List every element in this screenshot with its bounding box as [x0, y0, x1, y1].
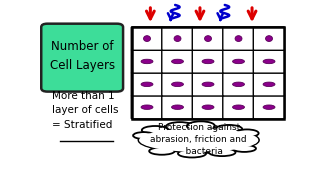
Ellipse shape [178, 150, 206, 158]
Ellipse shape [187, 121, 215, 131]
FancyBboxPatch shape [192, 95, 224, 119]
Ellipse shape [202, 105, 214, 109]
Ellipse shape [144, 36, 150, 41]
FancyBboxPatch shape [131, 50, 163, 73]
Ellipse shape [141, 59, 153, 64]
FancyBboxPatch shape [253, 95, 285, 119]
Text: More than 1
layer of cells
= Stratified: More than 1 layer of cells = Stratified [52, 91, 119, 130]
Ellipse shape [215, 125, 242, 133]
FancyBboxPatch shape [253, 27, 285, 50]
FancyBboxPatch shape [162, 27, 193, 50]
FancyBboxPatch shape [253, 73, 285, 96]
FancyBboxPatch shape [192, 50, 224, 73]
FancyBboxPatch shape [162, 73, 193, 96]
Ellipse shape [141, 82, 153, 87]
FancyBboxPatch shape [223, 73, 254, 96]
FancyBboxPatch shape [131, 95, 163, 119]
FancyBboxPatch shape [223, 27, 254, 50]
Ellipse shape [233, 105, 244, 109]
FancyBboxPatch shape [253, 50, 285, 73]
FancyBboxPatch shape [192, 27, 224, 50]
Ellipse shape [166, 122, 194, 131]
Ellipse shape [149, 147, 175, 155]
Ellipse shape [202, 82, 214, 87]
FancyBboxPatch shape [223, 50, 254, 73]
Ellipse shape [172, 82, 183, 87]
Ellipse shape [133, 132, 155, 139]
Bar [132, 27, 284, 119]
Ellipse shape [141, 105, 153, 109]
Ellipse shape [233, 145, 256, 152]
Ellipse shape [139, 128, 259, 152]
FancyBboxPatch shape [223, 95, 254, 119]
Ellipse shape [233, 82, 244, 87]
Ellipse shape [142, 126, 169, 134]
FancyBboxPatch shape [131, 27, 163, 50]
Ellipse shape [172, 105, 183, 109]
Ellipse shape [204, 36, 212, 41]
FancyBboxPatch shape [131, 73, 163, 96]
FancyBboxPatch shape [41, 24, 123, 92]
Ellipse shape [263, 105, 275, 109]
Ellipse shape [174, 36, 181, 41]
Ellipse shape [263, 59, 275, 64]
Ellipse shape [235, 36, 242, 41]
Text: Number of
Cell Layers: Number of Cell Layers [50, 40, 115, 72]
Ellipse shape [209, 148, 236, 156]
Ellipse shape [172, 59, 183, 64]
Ellipse shape [233, 59, 244, 64]
FancyBboxPatch shape [192, 73, 224, 96]
Ellipse shape [235, 129, 259, 137]
Ellipse shape [202, 59, 214, 64]
Ellipse shape [266, 36, 273, 41]
FancyBboxPatch shape [162, 50, 193, 73]
Text: Protection against
abrasion, friction and
    bacteria: Protection against abrasion, friction an… [150, 123, 247, 156]
FancyBboxPatch shape [162, 95, 193, 119]
Ellipse shape [263, 82, 275, 87]
Ellipse shape [139, 128, 258, 152]
